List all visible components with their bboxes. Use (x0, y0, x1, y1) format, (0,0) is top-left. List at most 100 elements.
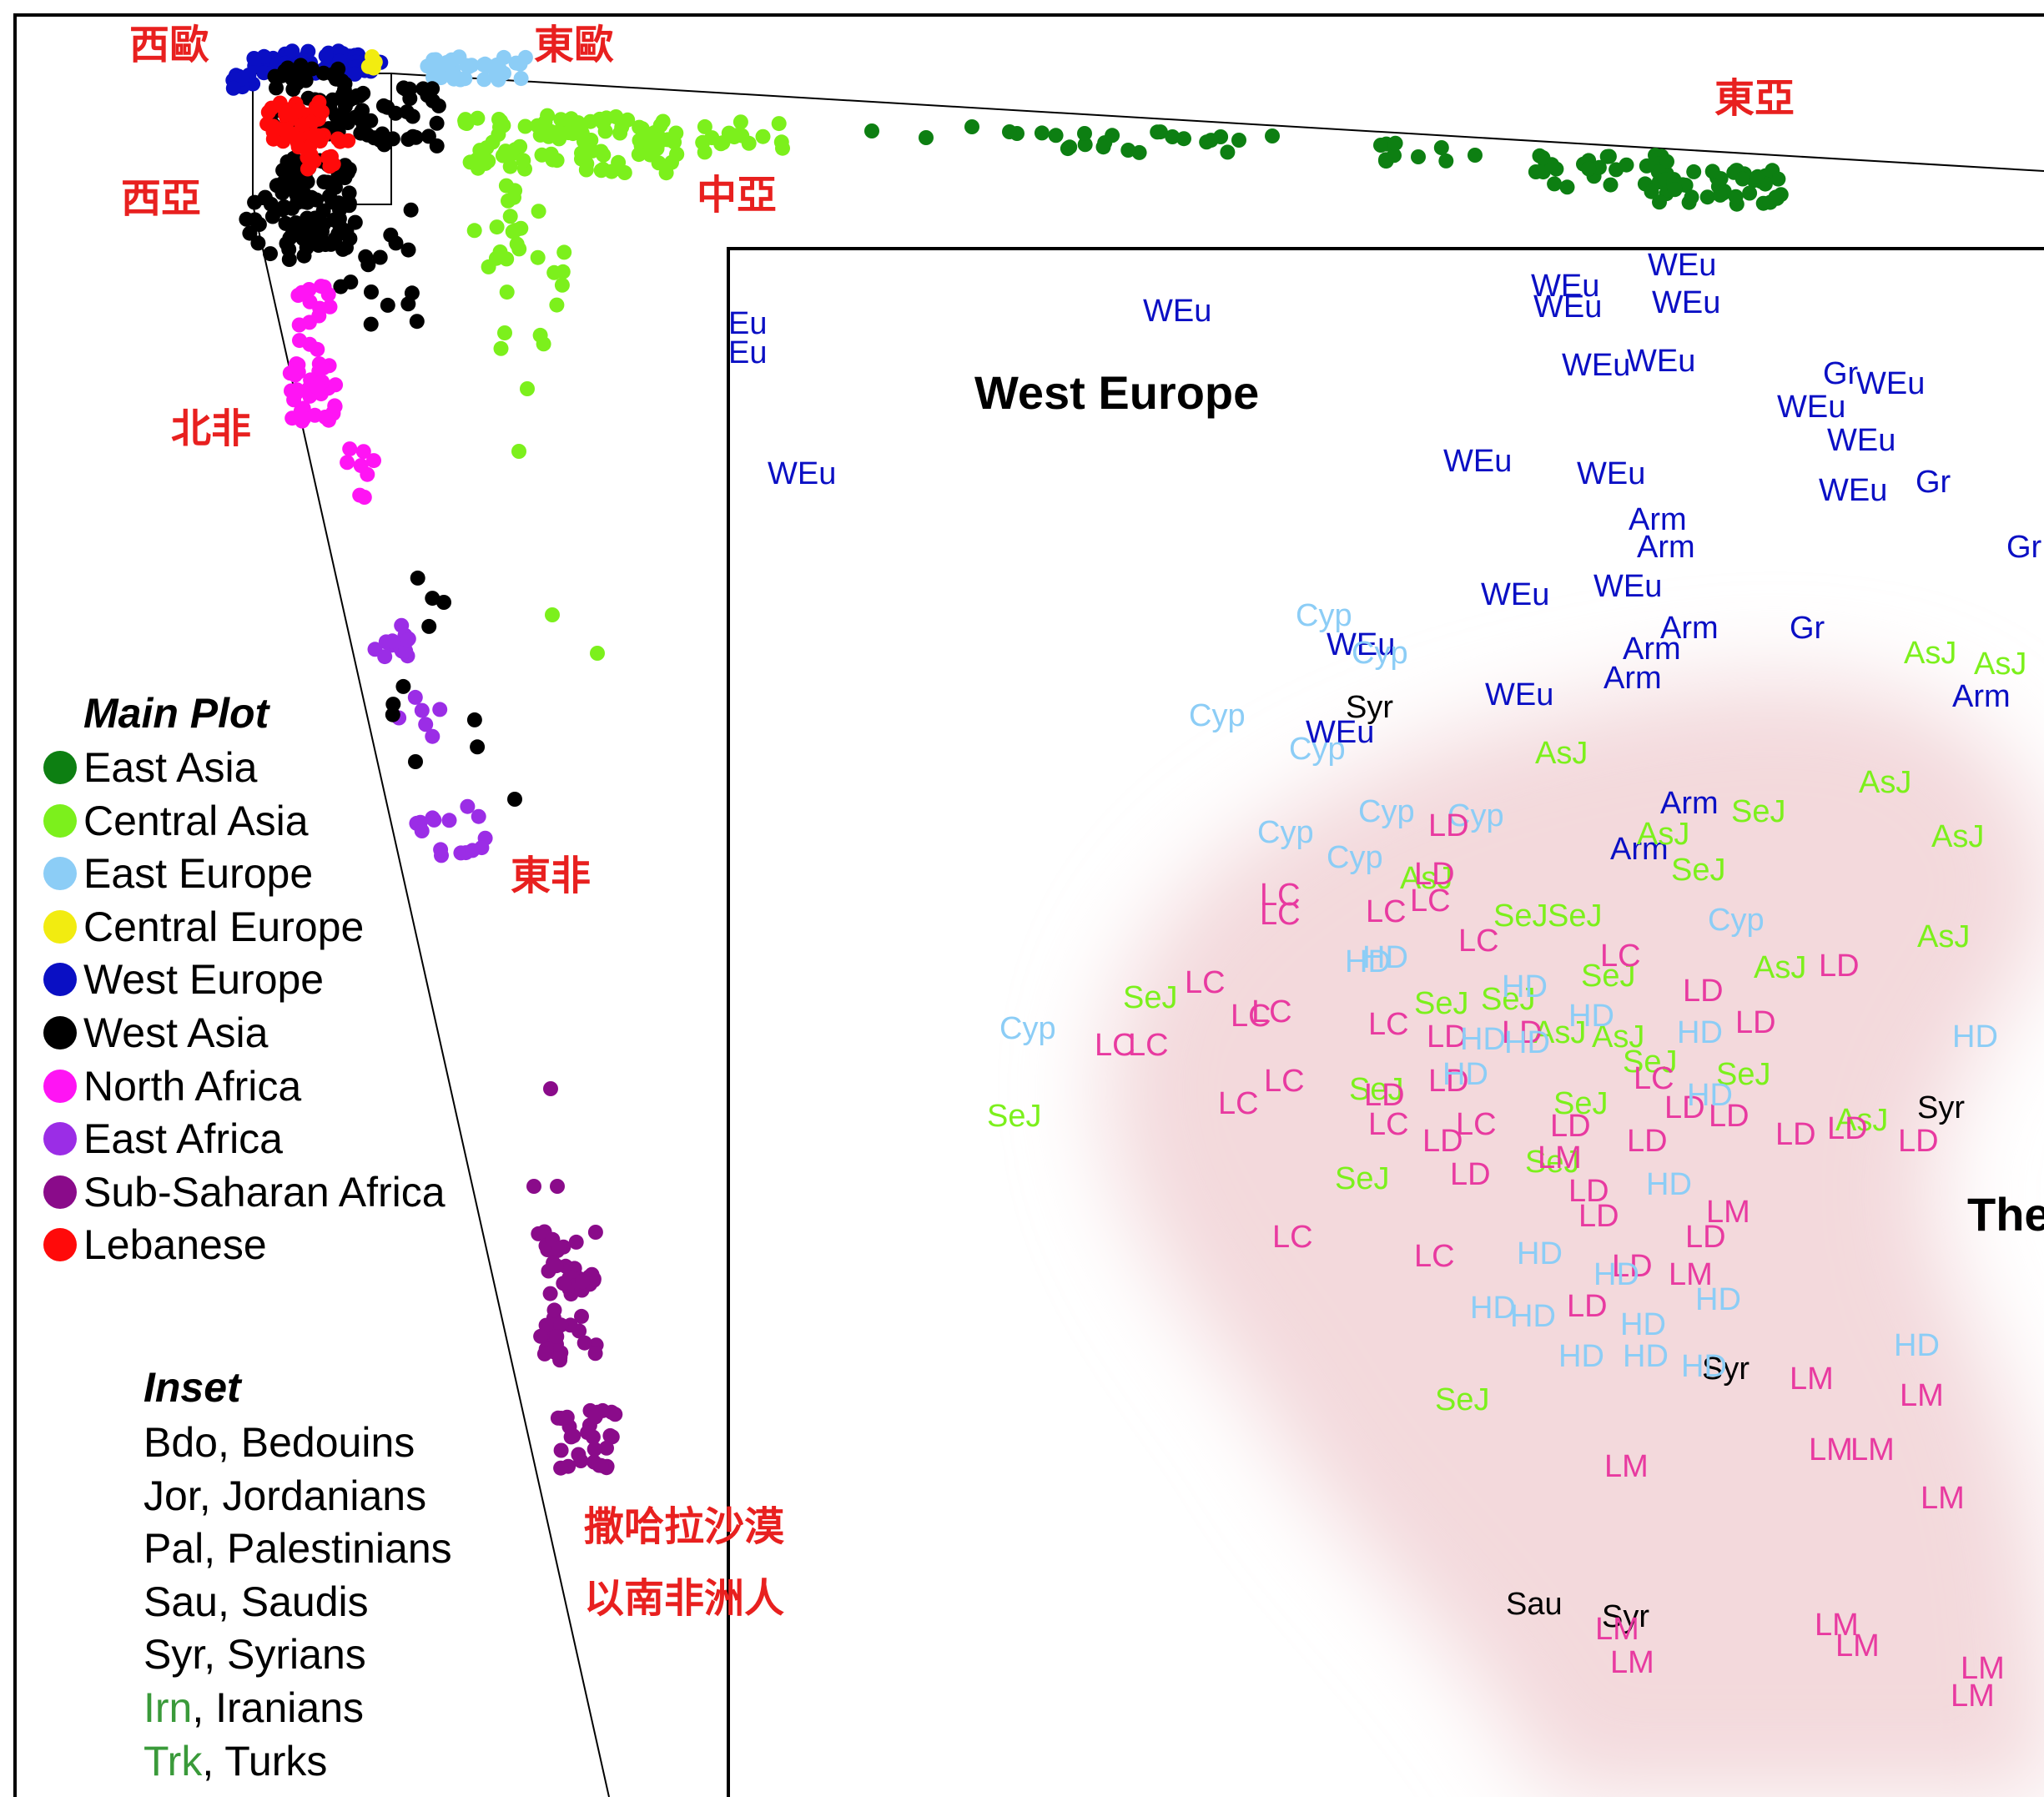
inset-point-label: HD (1620, 1307, 1666, 1342)
data-point (332, 133, 348, 149)
data-point (517, 118, 533, 134)
zoom-line-left (252, 204, 610, 1797)
data-point (1581, 161, 1597, 177)
shaded-region (1105, 680, 2044, 1797)
inset-point-label: HD (1517, 1236, 1563, 1271)
data-point (585, 1429, 601, 1445)
data-point (1652, 194, 1667, 210)
inset-point-label: Cyp (1289, 732, 1346, 767)
data-point (493, 113, 509, 129)
data-point (773, 134, 789, 150)
data-point (325, 194, 340, 210)
data-point (327, 399, 343, 415)
inset-legend-name: , Iranians (192, 1684, 365, 1731)
inset-point-label: SeJ (1481, 982, 1535, 1017)
inset-point-label: LD (1627, 1124, 1668, 1159)
data-point (593, 1457, 609, 1473)
inset-point-label: Syr (1702, 1352, 1749, 1387)
data-point (1231, 133, 1246, 148)
inset-point-label: HD (1677, 1015, 1723, 1050)
inset-point-label: SeJ (1349, 1072, 1403, 1107)
data-point (502, 159, 518, 174)
data-point (1667, 182, 1683, 198)
inset-point-label: WEu (1627, 344, 1695, 379)
inset-point-label: LD (1422, 1124, 1463, 1159)
data-point (286, 150, 302, 166)
main-scatter-points (225, 43, 1789, 1476)
inset-point-label: Eu (728, 306, 767, 341)
data-point (459, 58, 475, 73)
region-label-sub-saharan-2: 以南非洲人 (584, 1575, 785, 1622)
legend-label: North Africa (83, 1062, 302, 1110)
data-point (471, 160, 486, 176)
inset-point-label: LD (1550, 1109, 1591, 1144)
legend-item: North Africa (43, 1061, 301, 1111)
data-point (260, 104, 276, 120)
data-point (316, 174, 332, 190)
data-point (543, 1081, 558, 1096)
data-point (399, 104, 415, 120)
data-point (250, 235, 266, 251)
data-point (1152, 124, 1168, 140)
data-point (340, 164, 355, 180)
data-point (347, 214, 363, 230)
data-point (568, 1234, 584, 1250)
data-point (1728, 189, 1744, 204)
inset-legend-code: Bdo (143, 1419, 218, 1466)
data-point (380, 297, 395, 313)
data-point (479, 140, 495, 156)
inset-point-label: Eu (728, 335, 767, 370)
data-point (590, 646, 605, 661)
data-point (480, 58, 496, 74)
data-point (333, 279, 349, 294)
data-point (604, 164, 620, 179)
data-point (414, 823, 430, 838)
data-point (545, 607, 560, 622)
data-point (408, 129, 424, 145)
inset-point-label: AsJ (1637, 817, 1689, 852)
inset-point-label: HD (1470, 1291, 1516, 1326)
inset-point-label: WEu (1827, 423, 1895, 458)
data-point (355, 444, 371, 460)
data-point (325, 92, 340, 108)
data-point (1002, 124, 1017, 139)
data-point (310, 102, 326, 118)
data-point (1034, 125, 1050, 141)
data-point (509, 236, 525, 252)
data-point (410, 570, 425, 586)
legend-marker (43, 963, 77, 997)
inset-legend-code: Jor (143, 1472, 199, 1519)
data-point (476, 72, 492, 88)
inset-point-label: Cyp (999, 1011, 1056, 1046)
legend-marker (43, 1016, 77, 1050)
region-label-east-africa: 東非 (511, 853, 592, 899)
data-point (549, 153, 565, 169)
inset-point-label: WEu (1819, 473, 1887, 508)
data-point (587, 1225, 603, 1240)
inset-point-label: LD (1428, 1064, 1469, 1099)
inset-point-label: HD (1345, 944, 1391, 979)
data-point (466, 223, 482, 239)
inset-point-label: Gr (1823, 356, 1859, 391)
inset-point-label: LC (1231, 999, 1271, 1034)
inset-point-label: LC (1458, 924, 1499, 959)
data-point (304, 61, 320, 77)
inset-point-label: Syr (1917, 1090, 1965, 1125)
data-point (316, 279, 332, 294)
data-point (566, 1428, 581, 1444)
data-point (658, 165, 674, 181)
inset-point-label: LC (1368, 1007, 1409, 1042)
inset-point-label: WEu (1856, 366, 1925, 401)
inset-point-label: LD (1709, 1099, 1749, 1134)
data-point (964, 119, 979, 134)
data-point (1433, 140, 1449, 155)
data-point (352, 487, 368, 503)
inset-point-label: LC (1634, 1061, 1674, 1096)
data-point (520, 381, 535, 396)
inset-point-label: SeJ (1623, 1044, 1677, 1080)
inset-point-label: HD (1894, 1328, 1940, 1363)
data-point (1559, 179, 1575, 195)
inset-point-label: LM (1809, 1432, 1853, 1467)
inset-point-label: LM (1900, 1378, 1944, 1413)
data-point (489, 219, 505, 235)
